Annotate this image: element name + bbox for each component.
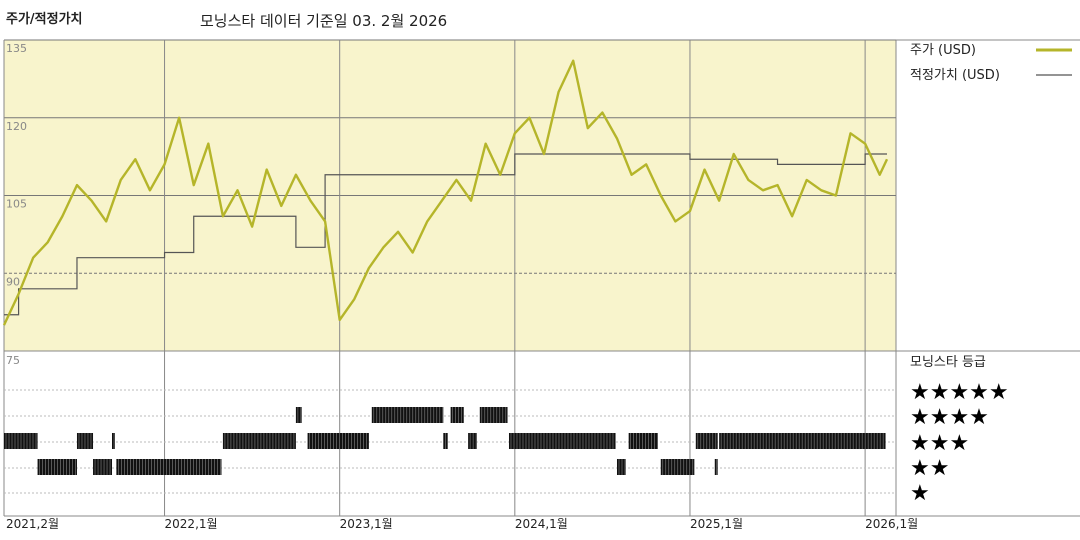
rating-bar xyxy=(450,407,464,423)
x-tick-label: 2025,1월 xyxy=(690,517,743,531)
x-tick-label: 2023,1월 xyxy=(340,517,393,531)
rating-star-label: ★★★★ xyxy=(910,405,989,430)
data-date-label: 모닝스타 데이터 기준일 03. 2월 2026 xyxy=(200,12,448,30)
rating-bar xyxy=(307,433,369,449)
rating-star-labels: ★★★★★★★★★★★★★★★ xyxy=(910,380,1009,506)
rating-star-label: ★ xyxy=(910,481,930,506)
fair-value-series xyxy=(4,153,887,316)
rating-bar xyxy=(616,459,626,475)
rating-star-label: ★★★ xyxy=(910,431,969,456)
x-tick-label: 2024,1월 xyxy=(515,517,568,531)
chart-title: 주가/적정가치 xyxy=(6,12,83,27)
rating-bar xyxy=(714,459,718,475)
rating-bar xyxy=(468,433,477,449)
rating-bar xyxy=(295,407,302,423)
rating-star-label: ★★★★★ xyxy=(910,380,1009,405)
x-tick-label: 2022,1월 xyxy=(165,517,218,531)
y-tick-label: 120 xyxy=(6,120,27,133)
legend-price-label: 주가 (USD) xyxy=(910,43,976,58)
rating-star-label: ★★ xyxy=(910,456,949,481)
y-tick-label: 90 xyxy=(6,275,20,288)
rating-bars xyxy=(4,407,886,475)
legend-fair-label: 적정가치 (USD) xyxy=(910,68,1000,83)
price-series xyxy=(2,59,889,326)
fair-value-line xyxy=(4,153,887,316)
rating-bar xyxy=(222,433,296,449)
price-line xyxy=(2,59,889,326)
y-tick-label: 75 xyxy=(6,354,20,367)
rating-title: 모닝스타 등급 xyxy=(910,355,986,370)
rating-bar xyxy=(93,459,113,475)
x-tick-label: 2026,1월 xyxy=(865,517,918,531)
y-tick-label: 135 xyxy=(6,42,27,55)
rating-bar xyxy=(371,407,444,423)
axis-ticks: 135 120 105 90 75 2021,2월 2022,1월 2023,1월 2024,1… xyxy=(6,42,918,531)
rating-bar xyxy=(112,433,115,449)
x-tick-label: 2021,2월 xyxy=(6,517,59,531)
y-tick-label: 105 xyxy=(6,198,27,211)
rating-bar xyxy=(628,433,658,449)
rating-bar xyxy=(116,459,222,475)
